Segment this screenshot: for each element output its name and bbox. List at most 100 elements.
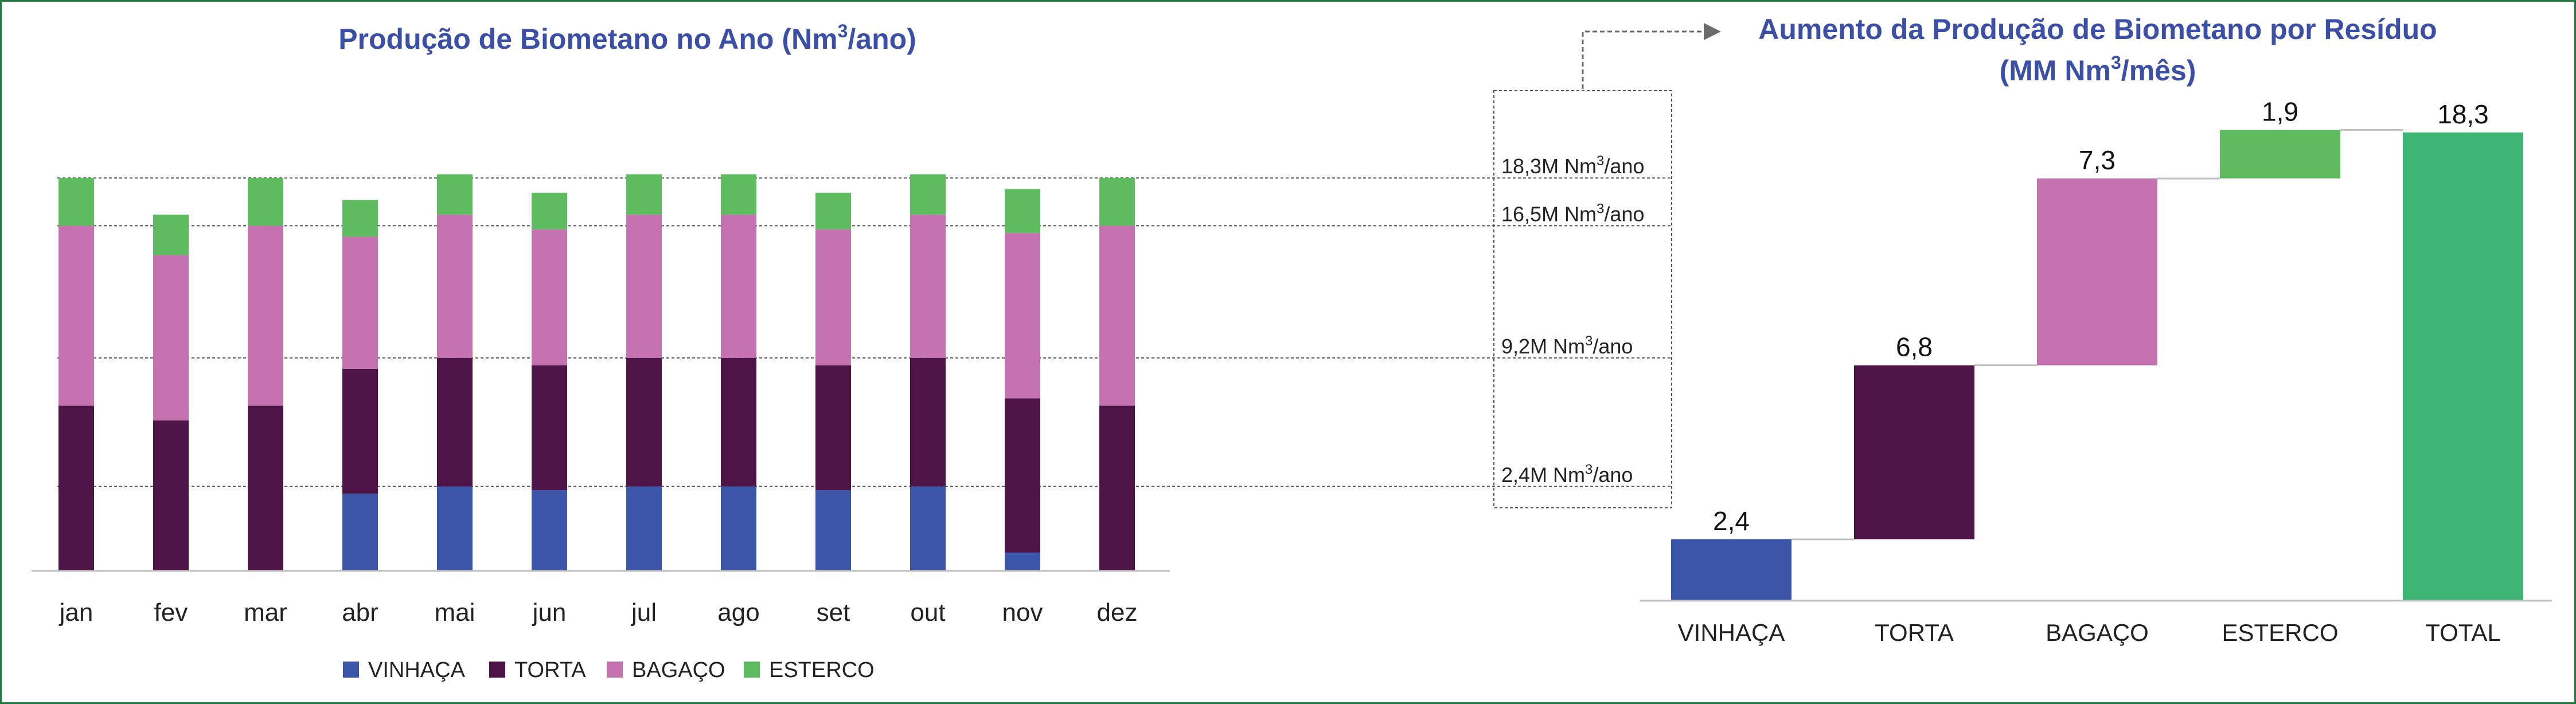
legend-swatch — [343, 662, 359, 678]
right-chart-title-line2: (MM Nm3/mês) — [2000, 52, 2196, 87]
bar-segment-torta — [721, 357, 756, 487]
bar-segment-bagaço — [153, 255, 189, 421]
bar-segment-torta — [815, 365, 851, 491]
data-label: 6,8 — [1896, 332, 1933, 362]
legend-label: ESTERCO — [769, 658, 875, 682]
x-tick-label: ESTERCO — [2222, 619, 2338, 646]
bar-segment-torta — [437, 357, 473, 487]
waterfall-bar-bagaço — [2037, 178, 2157, 365]
bar-segment-esterco — [437, 174, 473, 215]
legend-label: TORTA — [514, 658, 586, 682]
left-chart-bars — [58, 174, 1135, 571]
x-tick-label: mai — [435, 598, 475, 627]
reference-line-sup: 3 — [1597, 201, 1604, 216]
waterfall-bar-total — [2403, 132, 2523, 601]
x-tick-label: VINHAÇA — [1678, 619, 1785, 646]
bar-segment-esterco — [532, 192, 567, 230]
bar-segment-esterco — [342, 200, 378, 237]
bar-segment-esterco — [153, 215, 189, 255]
bar-segment-esterco — [58, 178, 94, 226]
bar-segment-torta — [153, 420, 189, 571]
bar-segment-vinhaça — [626, 486, 662, 571]
x-tick-label: nov — [1002, 598, 1043, 627]
bar-segment-esterco — [910, 174, 946, 215]
bar-segment-vinhaça — [1005, 553, 1040, 571]
bar-segment-bagaço — [910, 215, 946, 358]
bar-segment-torta — [1099, 406, 1135, 571]
annotation-box — [1493, 90, 1672, 508]
x-tick-label: set — [817, 598, 850, 627]
left-chart-title: Produção de Biometano no Ano (Nm3/ano) — [338, 21, 916, 55]
legend-swatch — [607, 662, 623, 678]
connector-arrow — [1582, 23, 1721, 89]
bar-segment-bagaço — [1099, 225, 1135, 406]
bar-segment-esterco — [626, 174, 662, 215]
bar-segment-vinhaça — [532, 490, 567, 571]
reference-line-value: 2,4M Nm — [1501, 463, 1585, 487]
bar-segment-bagaço — [815, 229, 851, 365]
left-chart-title-sup: 3 — [838, 21, 848, 41]
bar-segment-torta — [626, 357, 662, 487]
bar-segment-torta — [1005, 398, 1040, 553]
x-tick-label: BAGAÇO — [2046, 619, 2149, 646]
x-tick-label: jan — [58, 598, 93, 627]
reference-line-unit: /ano — [1593, 335, 1633, 358]
bar-segment-esterco — [248, 178, 283, 226]
bar-segment-vinhaça — [815, 490, 851, 571]
data-label: 18,3 — [2437, 99, 2489, 129]
reference-line-sup: 3 — [1597, 153, 1604, 169]
bar-segment-torta — [58, 406, 94, 571]
bar-segment-bagaço — [721, 215, 756, 358]
bar-segment-esterco — [1005, 189, 1040, 234]
left-chart-legend: VINHAÇA TORTA BAGAÇO ESTERCO — [343, 658, 875, 682]
x-tick-label: abr — [342, 598, 378, 627]
x-tick-label: jul — [630, 598, 657, 627]
bar-segment-bagaço — [58, 225, 94, 406]
waterfall-bar-torta — [1854, 365, 1974, 539]
legend-swatch — [744, 662, 760, 678]
reference-line-label: 18,3M Nm3/ano — [1501, 153, 1644, 178]
reference-line-value: 9,2M Nm — [1501, 335, 1585, 358]
bar-segment-bagaço — [248, 225, 283, 406]
reference-line-unit: /ano — [1604, 154, 1644, 178]
bar-segment-esterco — [815, 192, 851, 230]
right-chart-bars: 2,4 6,8 7,3 1,9 18,3 — [1671, 96, 2523, 601]
reference-line-value: 16,5M Nm — [1501, 202, 1597, 225]
left-chart-title-text: Produção de Biometano no Ano (Nm — [338, 23, 837, 55]
right-chart-title-line2-text: (MM Nm — [2000, 55, 2111, 87]
x-tick-label: dez — [1097, 598, 1138, 627]
bar-segment-esterco — [1099, 178, 1135, 226]
x-tick-label: TORTA — [1875, 619, 1954, 646]
reference-line-unit: /ano — [1604, 202, 1644, 225]
bar-segment-torta — [910, 357, 946, 487]
bar-segment-bagaço — [437, 215, 473, 358]
reference-line-label: 9,2M Nm3/ano — [1501, 333, 1633, 358]
x-tick-label: jun — [532, 598, 567, 627]
right-chart-title-line1: Aumento da Produção de Biometano por Res… — [1758, 13, 2437, 45]
reference-line-value: 18,3M Nm — [1501, 154, 1597, 178]
bar-segment-torta — [248, 406, 283, 571]
left-chart-axis: jan fev mar abr mai jun jul ago set out nov dez — [32, 570, 1170, 627]
reference-line-label: 2,4M Nm3/ano — [1501, 462, 1633, 487]
x-tick-label: fev — [154, 598, 188, 627]
right-chart-title-line2-sup: 3 — [2111, 52, 2121, 73]
x-tick-label: mar — [244, 598, 287, 627]
bar-segment-vinhaça — [342, 493, 378, 571]
bar-segment-bagaço — [626, 215, 662, 358]
data-label: 1,9 — [2262, 96, 2298, 126]
bar-segment-bagaço — [1005, 233, 1040, 399]
bar-segment-bagaço — [342, 236, 378, 369]
bar-segment-vinhaça — [721, 486, 756, 571]
reference-line-sup: 3 — [1585, 333, 1593, 349]
x-tick-label: TOTAL — [2425, 619, 2500, 646]
waterfall-bar-esterco — [2220, 130, 2340, 179]
left-chart-title-tail: /ano) — [848, 23, 916, 55]
bar-segment-vinhaça — [437, 486, 473, 571]
reference-line-label: 16,5M Nm3/ano — [1501, 201, 1644, 225]
legend-swatch — [489, 662, 505, 678]
right-chart-axis: VINHAÇA TORTA BAGAÇO ESTERCO TOTAL — [1640, 600, 2552, 646]
data-label: 2,4 — [1713, 506, 1750, 536]
reference-line-sup: 3 — [1585, 462, 1593, 477]
